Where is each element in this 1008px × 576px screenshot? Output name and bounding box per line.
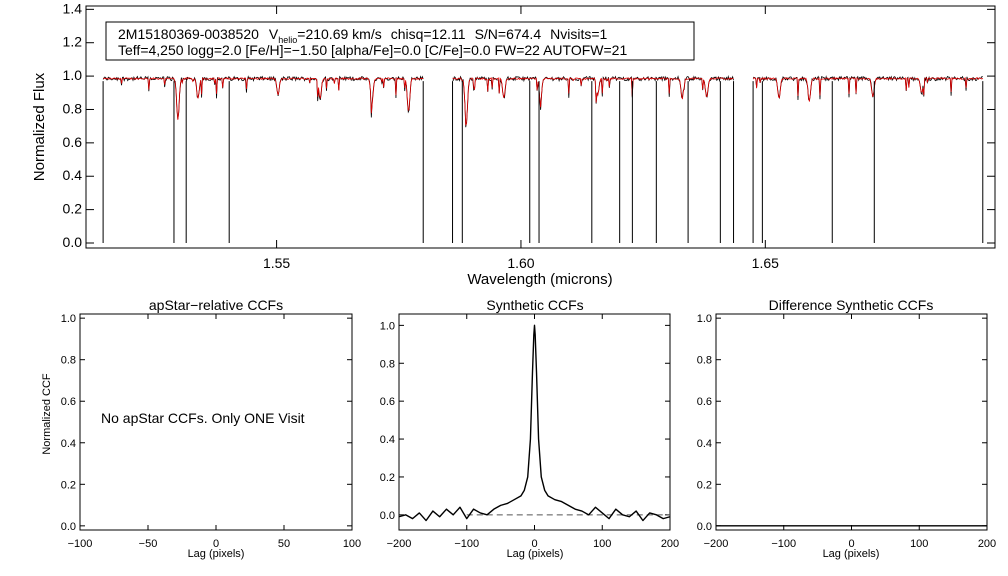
apstar-ylabel: Normalized CCF [41, 373, 53, 455]
x-tick-label: 1.55 [263, 255, 290, 271]
y-tick-label: 0.8 [63, 100, 83, 116]
x-tick-label: −200 [387, 538, 412, 550]
x-tick-label: 100 [593, 538, 611, 550]
x-tick-label: 100 [343, 538, 361, 550]
x-tick-label: 1.60 [507, 255, 534, 271]
y-tick-label: 1.2 [63, 34, 83, 50]
info-box [105, 21, 695, 61]
y-tick-label: 0.2 [63, 201, 83, 217]
x-tick-label: 0 [531, 538, 537, 550]
synthetic-xlabel: Lag (pixels) [507, 548, 564, 560]
y-tick-label: 0.8 [61, 355, 76, 367]
apstar-title: apStar−relative CCFs [149, 297, 283, 313]
y-tick-label: 0.6 [63, 134, 83, 150]
y-tick-label: 0.6 [61, 396, 76, 408]
no-ccf-message: No apStar CCFs. Only ONE Visit [101, 410, 305, 426]
model-spectrum-line [752, 76, 984, 102]
y-tick-label: 0.8 [380, 358, 395, 370]
model-spectrum-line [103, 76, 424, 120]
x-tick-label: 100 [910, 538, 928, 550]
spectrum-ylabel: Normalized Flux [31, 72, 48, 181]
vhelio-prefix: V [269, 26, 279, 42]
model-spectrum-line [452, 77, 734, 126]
synthetic-axes-frame [398, 313, 671, 531]
x-tick-label: 0 [213, 538, 219, 550]
y-tick-label: 0.0 [63, 234, 83, 250]
info-line-1: 2M15180369-0038520 Vhelio=210.69 km/s chis… [118, 26, 608, 45]
apstar-ccf-panel: −100 −50 0 50 100 0.0 0.2 0.4 0.6 0.8 1.0 apStar−r… [41, 297, 361, 560]
difference-xlabel: Lag (pixels) [823, 548, 880, 560]
x-tick-label: −200 [704, 538, 729, 550]
x-tick-label: −100 [454, 538, 479, 550]
x-tick-label: −100 [68, 538, 93, 550]
vhelio-subscript: helio [278, 35, 297, 45]
x-tick-label: 50 [278, 538, 290, 550]
spectrum-panel: 1.55 1.60 1.65 0.0 0.2 0.4 0.6 0.8 1.0 1.2 1.4 Wav… [31, 0, 996, 288]
x-tick-label: 200 [978, 538, 996, 550]
spectrum-xlabel: Wavelength (microns) [467, 271, 612, 288]
y-tick-label: 0.2 [380, 472, 395, 484]
y-tick-label: 1.0 [63, 67, 83, 83]
difference-axes-frame [715, 313, 988, 531]
nvisits: Nvisits=1 [550, 26, 607, 42]
observed-spectrum-line [102, 75, 424, 120]
synthetic-ccf-line [398, 324, 671, 522]
snr: S/N=674.4 [475, 26, 542, 42]
spectrum-axes-frame [85, 5, 996, 249]
y-tick-label: 1.4 [63, 0, 83, 16]
y-tick-label: 0.0 [697, 521, 712, 533]
chisq: chisq=12.11 [391, 26, 466, 42]
y-tick-label: 0.8 [697, 355, 712, 367]
y-tick-label: 0.0 [380, 510, 395, 522]
synthetic-ccf-panel: −200 −100 0 100 200 0.0 0.2 0.4 0.6 0.8 1.0 Synthe… [380, 297, 679, 560]
y-tick-label: 0.0 [61, 521, 76, 533]
y-tick-label: 0.2 [61, 479, 76, 491]
y-tick-label: 1.0 [380, 320, 395, 332]
x-tick-label: 0 [848, 538, 854, 550]
difference-ccf-panel: −200 −100 0 100 200 0.0 0.2 0.4 0.6 0.8 1.0 Differ… [697, 297, 996, 560]
y-tick-label: 0.6 [697, 396, 712, 408]
y-tick-label: 0.4 [63, 167, 83, 183]
difference-title: Difference Synthetic CCFs [769, 297, 934, 313]
x-tick-label: 200 [661, 538, 679, 550]
x-tick-label: −50 [139, 538, 158, 550]
y-tick-label: 0.4 [380, 434, 395, 446]
star-id: 2M15180369-0038520 [118, 26, 259, 42]
y-tick-label: 0.4 [697, 438, 712, 450]
synthetic-title: Synthetic CCFs [486, 297, 583, 313]
observed-spectrum-line [452, 74, 734, 128]
y-tick-label: 1.0 [697, 313, 712, 325]
y-tick-label: 0.4 [61, 438, 76, 450]
apstar-xlabel: Lag (pixels) [188, 548, 245, 560]
y-tick-label: 0.6 [380, 396, 395, 408]
x-tick-label: −100 [771, 538, 796, 550]
info-line-2: Teff=4,250 logg=2.0 [Fe/H]=−1.50 [alpha/… [118, 42, 627, 58]
x-tick-label: 1.65 [752, 255, 779, 271]
observed-spectrum-line [752, 75, 983, 102]
vhelio-value: =210.69 km/s [297, 26, 381, 42]
y-tick-label: 0.2 [697, 479, 712, 491]
y-tick-label: 1.0 [61, 313, 76, 325]
